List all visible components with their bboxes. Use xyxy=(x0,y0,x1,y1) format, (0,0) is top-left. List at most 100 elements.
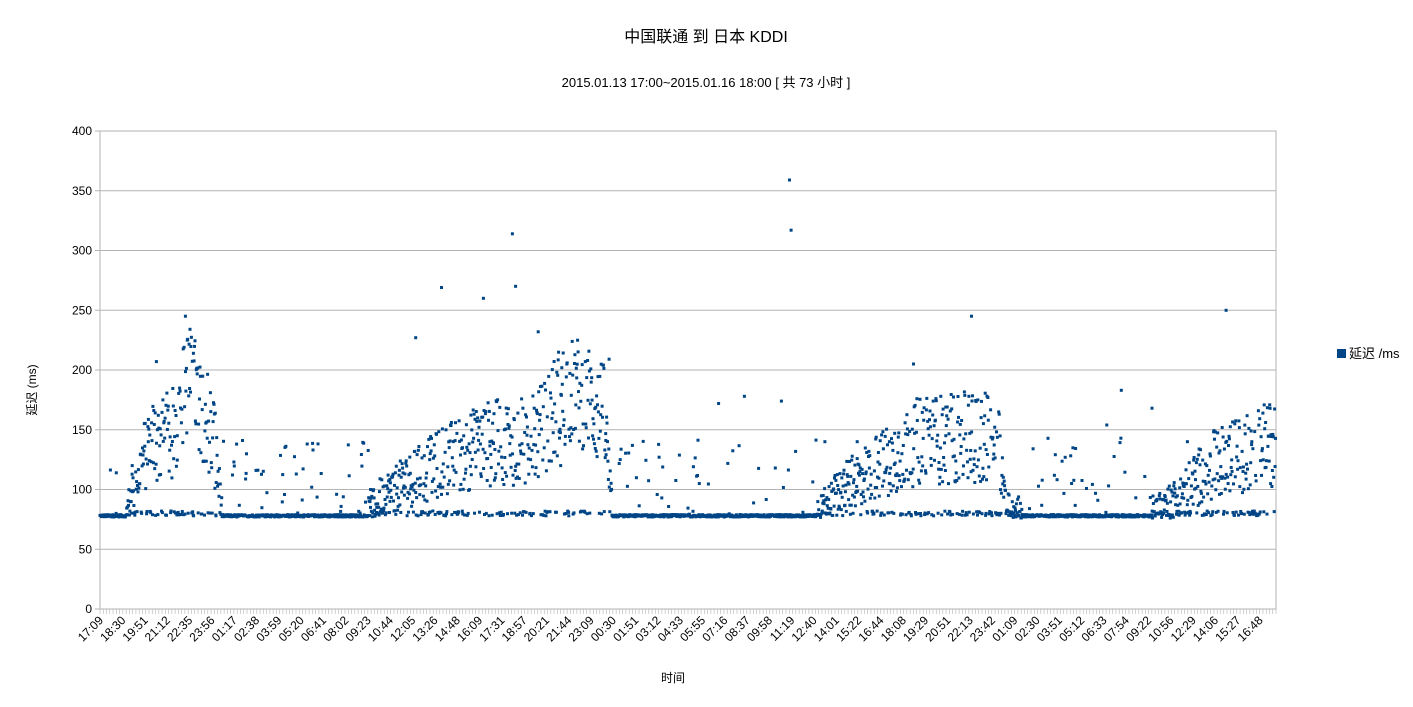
data-point xyxy=(339,504,343,508)
data-point xyxy=(1251,447,1255,451)
data-point xyxy=(473,450,477,454)
data-point xyxy=(462,434,466,438)
data-point xyxy=(1273,465,1277,468)
data-point xyxy=(596,403,599,407)
data-point xyxy=(1262,403,1266,407)
data-point xyxy=(841,484,845,488)
data-point xyxy=(945,414,949,418)
data-point xyxy=(366,449,370,452)
data-point xyxy=(1260,449,1264,453)
data-point xyxy=(391,472,395,476)
data-point xyxy=(963,513,967,517)
data-point xyxy=(388,481,392,485)
data-point xyxy=(388,477,392,481)
gridlines xyxy=(100,190,1276,550)
data-point xyxy=(970,314,973,318)
data-point xyxy=(108,468,112,472)
data-point xyxy=(391,474,395,478)
data-point xyxy=(143,444,147,448)
data-point xyxy=(884,471,888,475)
data-point xyxy=(382,506,386,510)
data-point xyxy=(827,498,831,501)
data-point xyxy=(955,479,959,482)
data-point xyxy=(147,459,151,463)
data-point xyxy=(136,490,140,494)
data-point xyxy=(179,513,183,516)
data-point xyxy=(1224,472,1228,476)
data-point xyxy=(197,448,201,452)
data-point xyxy=(956,420,960,424)
data-point xyxy=(369,488,373,491)
data-point xyxy=(858,466,862,470)
data-point xyxy=(1195,511,1199,515)
data-point xyxy=(1216,509,1220,513)
data-point xyxy=(208,440,211,444)
data-point xyxy=(338,514,342,518)
data-point xyxy=(543,509,547,513)
data-point xyxy=(922,406,926,410)
data-point xyxy=(825,504,829,508)
data-point xyxy=(906,478,910,482)
data-point xyxy=(451,464,455,468)
data-point xyxy=(1160,511,1164,515)
data-point xyxy=(202,459,206,463)
data-point xyxy=(310,485,314,489)
data-point xyxy=(527,472,531,476)
data-point xyxy=(558,431,562,435)
data-point xyxy=(520,442,524,446)
data-point xyxy=(1211,478,1215,482)
data-point xyxy=(924,469,927,473)
data-point xyxy=(514,284,518,288)
data-point xyxy=(855,440,859,444)
data-point xyxy=(570,339,574,343)
data-point xyxy=(210,466,214,470)
data-point xyxy=(881,484,884,488)
data-point xyxy=(397,468,401,472)
data-point xyxy=(145,512,149,516)
data-point xyxy=(1069,454,1073,458)
data-point xyxy=(885,465,889,469)
data-point xyxy=(488,440,492,444)
data-point xyxy=(968,431,972,435)
data-point xyxy=(1163,495,1167,498)
data-point xyxy=(1228,425,1232,429)
data-point xyxy=(499,445,503,449)
data-point xyxy=(433,513,437,516)
data-point xyxy=(174,464,178,468)
data-point xyxy=(127,488,131,492)
data-point xyxy=(715,515,718,519)
y-tick-label: 200 xyxy=(72,363,92,377)
data-point xyxy=(1002,495,1006,499)
data-point xyxy=(493,476,497,480)
data-point xyxy=(430,490,434,494)
data-point xyxy=(406,496,410,500)
data-point xyxy=(600,404,604,408)
data-point xyxy=(579,509,583,513)
data-point xyxy=(398,503,402,507)
data-point xyxy=(949,393,953,396)
data-point xyxy=(550,368,554,372)
data-point xyxy=(149,460,153,464)
data-point xyxy=(1215,472,1219,476)
data-point xyxy=(409,487,413,491)
data-point xyxy=(1206,492,1210,496)
data-point xyxy=(878,439,882,443)
data-point xyxy=(546,439,550,443)
data-point xyxy=(840,495,844,499)
data-point xyxy=(177,513,181,517)
data-point xyxy=(522,510,526,514)
data-point xyxy=(529,434,533,438)
data-point xyxy=(583,510,587,514)
data-point xyxy=(859,493,863,496)
data-point xyxy=(887,511,891,515)
data-point xyxy=(403,485,407,489)
data-point xyxy=(1083,515,1087,519)
data-point xyxy=(511,483,515,487)
data-point xyxy=(133,510,137,514)
data-point xyxy=(397,473,401,477)
data-point xyxy=(556,373,560,377)
data-point xyxy=(222,439,225,443)
data-point xyxy=(914,511,917,514)
data-point xyxy=(413,449,417,453)
data-point xyxy=(165,391,169,395)
